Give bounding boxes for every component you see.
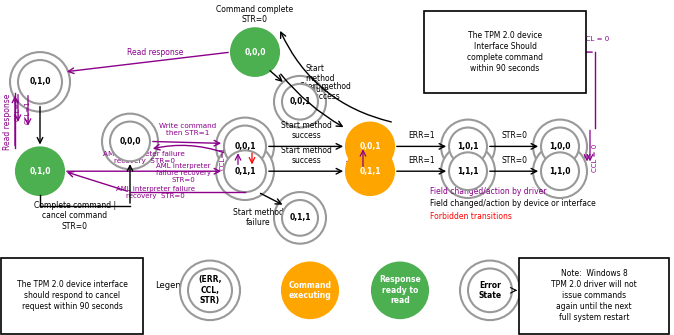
Ellipse shape — [441, 144, 495, 198]
Ellipse shape — [449, 152, 487, 190]
Text: CCL=0: CCL=0 — [256, 146, 262, 170]
Ellipse shape — [460, 261, 520, 320]
Text: Note:  Windows 8
TPM 2.0 driver will not
issue commands
again until the next
ful: Note: Windows 8 TPM 2.0 driver will not … — [551, 269, 637, 322]
Text: Start method
success: Start method success — [280, 146, 332, 165]
Text: 1,0,1: 1,0,1 — [457, 142, 479, 151]
FancyBboxPatch shape — [1, 258, 143, 334]
Text: 0,1,1: 0,1,1 — [235, 167, 255, 176]
Ellipse shape — [188, 268, 232, 312]
Text: 0,1,0: 0,1,0 — [29, 167, 51, 176]
Ellipse shape — [110, 122, 150, 161]
Ellipse shape — [18, 60, 62, 104]
Text: 0,1,1: 0,1,1 — [359, 167, 381, 176]
Text: 0,1,0: 0,1,0 — [29, 77, 51, 86]
Text: 0,0,1: 0,0,1 — [359, 142, 381, 151]
Text: STR=0: STR=0 — [501, 156, 527, 165]
Text: Read response: Read response — [127, 48, 183, 57]
Ellipse shape — [372, 263, 428, 318]
Text: AML interpreter failure
recovery  STR=0: AML interpreter failure recovery STR=0 — [103, 151, 185, 164]
Ellipse shape — [231, 28, 279, 76]
Ellipse shape — [533, 144, 587, 198]
Text: AML interpreter failure
recovery  STR=0: AML interpreter failure recovery STR=0 — [115, 186, 195, 199]
Text: Command complete
STR=0: Command complete STR=0 — [216, 5, 294, 24]
Ellipse shape — [274, 192, 326, 244]
Ellipse shape — [449, 128, 487, 165]
Text: Start method
failure: Start method failure — [233, 208, 284, 227]
FancyBboxPatch shape — [519, 258, 669, 334]
Ellipse shape — [541, 128, 579, 165]
Ellipse shape — [282, 200, 318, 236]
Ellipse shape — [216, 118, 274, 175]
Ellipse shape — [468, 268, 512, 312]
Ellipse shape — [441, 120, 495, 173]
Text: ERR=1: ERR=1 — [408, 156, 435, 165]
Text: Field changed/action by driver: Field changed/action by driver — [430, 187, 547, 196]
Text: Write command
then STR=1: Write command then STR=1 — [159, 124, 216, 136]
Ellipse shape — [102, 114, 158, 169]
Ellipse shape — [216, 142, 274, 200]
Text: (ERR,
CCL,
STR): (ERR, CCL, STR) — [198, 275, 222, 305]
Text: Start method
success: Start method success — [280, 121, 332, 140]
Text: The TPM 2.0 device interface
should respond to cancel
request within 90 seconds: The TPM 2.0 device interface should resp… — [17, 280, 127, 311]
Text: CCL=1: CCL=1 — [347, 146, 353, 170]
Text: Legend:: Legend: — [155, 281, 189, 290]
Ellipse shape — [224, 150, 266, 192]
Text: Start method
success: Start method success — [299, 82, 350, 102]
Text: Command
executing: Command executing — [288, 281, 332, 300]
Ellipse shape — [282, 84, 318, 120]
Ellipse shape — [224, 126, 266, 167]
Text: Forbidden transitions: Forbidden transitions — [430, 212, 512, 221]
Ellipse shape — [541, 152, 579, 190]
Ellipse shape — [16, 147, 64, 195]
Text: Field changed/action by device or interface: Field changed/action by device or interf… — [430, 199, 596, 208]
Text: 0,0,1: 0,0,1 — [289, 97, 311, 106]
FancyBboxPatch shape — [424, 11, 586, 93]
Ellipse shape — [282, 263, 338, 318]
Text: Complete command |
cancel command
STR=0: Complete command | cancel command STR=0 — [34, 201, 116, 231]
Text: Error
State: Error State — [479, 281, 501, 300]
Ellipse shape — [346, 147, 394, 195]
Text: The TPM 2.0 device
Interface Should
complete command
within 90 seconds: The TPM 2.0 device Interface Should comp… — [467, 31, 543, 73]
Text: CCL=1: CCL=1 — [220, 146, 226, 170]
Ellipse shape — [533, 120, 587, 173]
Text: 1,1,1: 1,1,1 — [457, 167, 479, 176]
Ellipse shape — [346, 123, 394, 170]
Text: 0,0,0: 0,0,0 — [244, 48, 266, 57]
Text: 0,1,1: 0,1,1 — [289, 213, 311, 222]
Text: CCL=0: CCL=0 — [15, 97, 21, 121]
Text: STR=0: STR=0 — [501, 131, 527, 140]
Text: 0,0,0: 0,0,0 — [119, 137, 141, 146]
Text: 1,0,0: 1,0,0 — [549, 142, 571, 151]
Text: CCL=1: CCL=1 — [25, 100, 31, 124]
Text: CCL = 0: CCL = 0 — [592, 144, 598, 173]
Text: ERR=1: ERR=1 — [408, 131, 435, 140]
Text: Read response: Read response — [3, 93, 13, 150]
Ellipse shape — [274, 76, 326, 128]
Text: 1,1,0: 1,1,0 — [549, 167, 571, 176]
Text: 0,0,1: 0,0,1 — [235, 142, 255, 151]
Text: AML interpreter
failure recovery
STR=0: AML interpreter failure recovery STR=0 — [156, 163, 210, 183]
Text: Start
method
failure: Start method failure — [305, 64, 334, 94]
Ellipse shape — [10, 52, 70, 112]
Text: Response
ready to
read: Response ready to read — [379, 275, 421, 305]
Ellipse shape — [180, 261, 240, 320]
Text: CCL = 0: CCL = 0 — [581, 36, 609, 42]
